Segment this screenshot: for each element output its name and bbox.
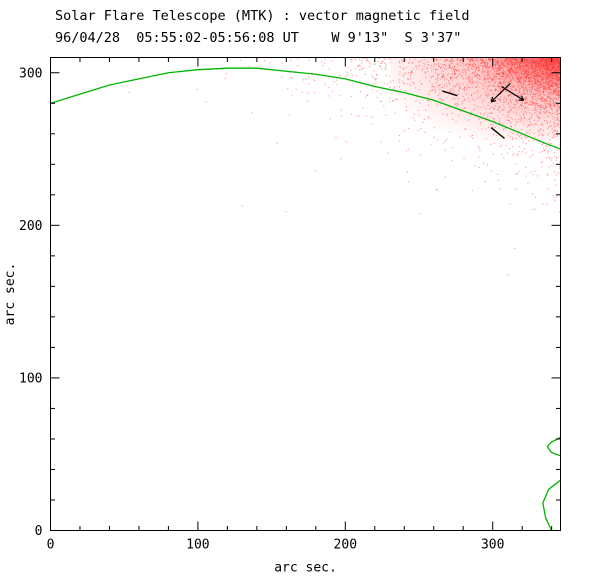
field-vector-arrow xyxy=(501,85,525,101)
y-tick-label: 300 xyxy=(19,66,42,81)
plot-subtitle: 96/04/28 05:55:02-05:56:08 UT W 9'13" S … xyxy=(55,30,462,46)
plot-title: Solar Flare Telescope (MTK) : vector mag… xyxy=(55,8,470,24)
solar-limb-contour xyxy=(50,67,561,150)
field-speckle-dots xyxy=(128,57,561,276)
y-tick-label: 0 xyxy=(35,524,43,539)
plot-area xyxy=(50,57,561,531)
plot-frame xyxy=(50,57,561,531)
x-tick-label: 300 xyxy=(481,538,504,553)
edge-contour-lower xyxy=(542,479,561,531)
contour-dash xyxy=(490,127,505,139)
x-tick-label: 0 xyxy=(47,538,55,553)
x-axis-label: arc sec. xyxy=(274,561,337,576)
contour-dash xyxy=(442,90,458,97)
edge-contour-upper xyxy=(546,436,561,457)
y-axis-label: arc sec. xyxy=(3,263,18,326)
y-tick-label: 100 xyxy=(19,371,42,386)
field-vector-arrow xyxy=(490,83,511,103)
y-tick-label: 200 xyxy=(19,219,42,234)
x-tick-label: 200 xyxy=(334,538,357,553)
x-tick-label: 100 xyxy=(186,538,209,553)
